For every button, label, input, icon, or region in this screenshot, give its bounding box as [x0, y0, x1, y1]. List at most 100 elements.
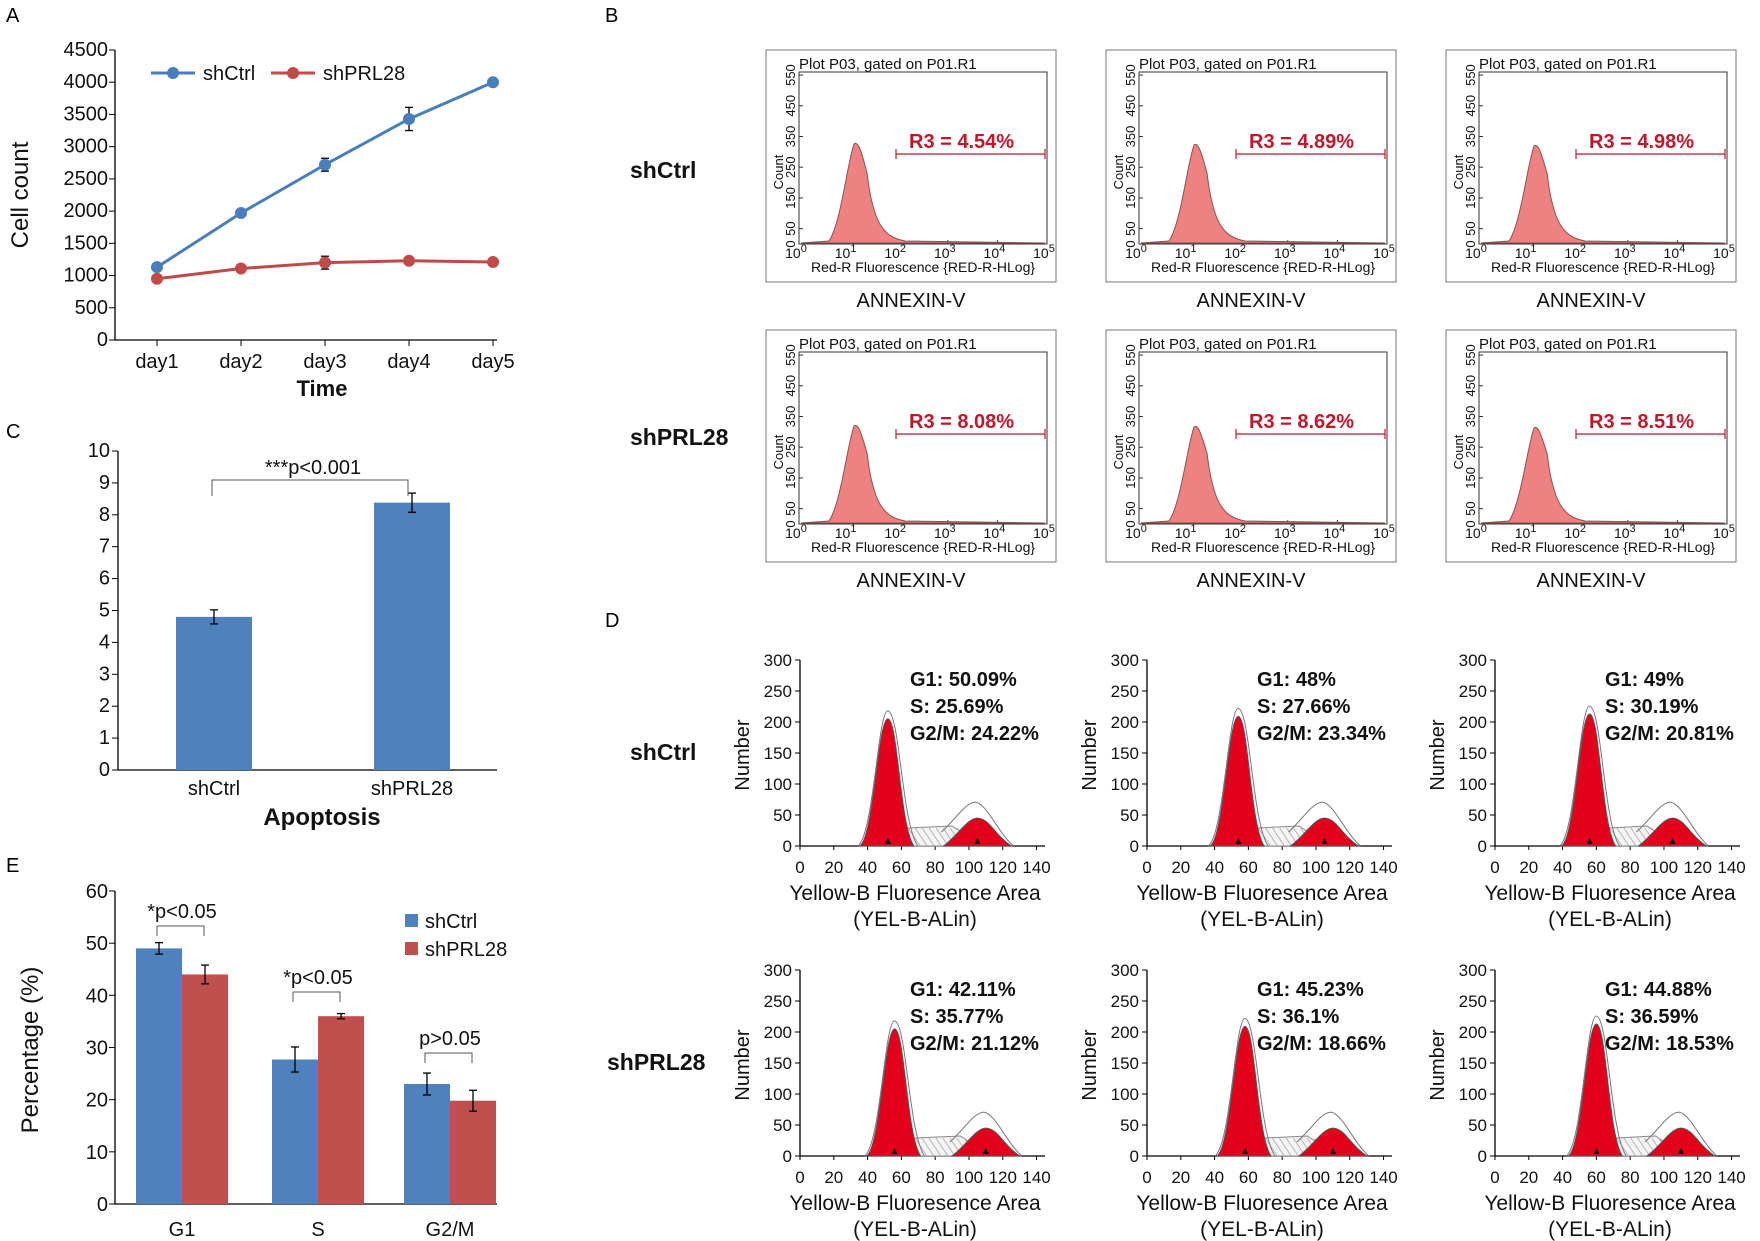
y-tick-label: 250 [764, 992, 792, 1011]
y-tick-label: 0 [783, 837, 792, 856]
x-tick-label: 103 [1614, 243, 1636, 261]
x-tick-exponent: 4 [1679, 523, 1685, 535]
plot-title: Plot P03, gated on P01.R1 [799, 336, 977, 353]
x-tick-label: 103 [1614, 523, 1636, 541]
hatch-line [1616, 1137, 1629, 1157]
x-tick-exponent: 1 [1190, 243, 1196, 255]
x-tick-exponent: 2 [1240, 243, 1246, 255]
x-tick-label: 80 [926, 858, 945, 877]
x-tick-label: 100 [1302, 1168, 1330, 1187]
x-axis-label: Yellow-B Fluoresence Area [1484, 1192, 1736, 1215]
y-tick-label: 2500 [64, 168, 109, 190]
y-tick-label: 250 [1111, 682, 1139, 701]
legend-marker [287, 67, 299, 79]
series-line [156, 80, 494, 269]
y-tick-label: 1000 [64, 265, 109, 287]
y-tick-label: 250 [1123, 156, 1138, 178]
x-tick-base: 10 [1033, 525, 1049, 541]
x-tick-label: 20 [1519, 858, 1538, 877]
y-tick-label: 350 [1123, 126, 1138, 148]
y-tick-label: 150 [1463, 467, 1478, 489]
x-tick-exponent: 0 [1141, 523, 1147, 535]
y-tick-label: 100 [1459, 775, 1487, 794]
x-tick-label: 104 [1324, 243, 1346, 261]
x-tick-label: 0 [795, 1168, 804, 1187]
annexin-histogram-plot: Plot P03, gated on P01.R1050150250350450… [765, 49, 1057, 312]
x-tick-label: 80 [1621, 1168, 1640, 1187]
x-tick-base: 10 [1125, 245, 1141, 261]
y-tick-label: 0 [783, 520, 798, 527]
bar [176, 616, 252, 770]
y-tick-label: 8 [99, 504, 110, 526]
plot-title: Plot P03, gated on P01.R1 [1139, 56, 1317, 73]
x-tick-exponent: 3 [1630, 523, 1636, 535]
x-tick-exponent: 0 [1481, 243, 1487, 255]
y-tick-label: 300 [764, 651, 792, 670]
y-axis-label: Count [1111, 154, 1126, 189]
row-label-shctrl: shCtrl [630, 739, 696, 765]
g2m-peak [941, 817, 1014, 847]
x-tick-base: 10 [884, 245, 900, 261]
data-point [319, 158, 331, 171]
y-tick-label: 200 [1111, 1023, 1139, 1042]
y-tick-label: 250 [783, 156, 798, 178]
plot-area [1478, 351, 1728, 525]
y-axis-label: Number [1079, 719, 1101, 790]
x-tick-label: 80 [1621, 858, 1640, 877]
x-tick-base: 10 [1664, 525, 1680, 541]
y-tick-label: 50 [1463, 501, 1478, 515]
data-point [487, 76, 499, 89]
g2m-percentage: G2/M: 24.22% [910, 723, 1039, 745]
y-tick-label: 550 [1463, 64, 1478, 86]
significance-bracket [211, 479, 409, 496]
x-tick-label: 101 [1175, 523, 1197, 541]
y-tick-label: 50 [1468, 806, 1487, 825]
y-tick-label: 250 [783, 436, 798, 458]
hatch-line [1278, 1137, 1292, 1157]
significance-bracket [156, 925, 205, 936]
g2m-fit-outline [1296, 1111, 1370, 1157]
x-tick-label: 40 [858, 858, 877, 877]
annexin-histogram [1480, 144, 1726, 244]
x-tick-label: 100 [1125, 523, 1147, 541]
x-tick-base: 10 [1515, 245, 1531, 261]
y-tick-label: 200 [764, 1023, 792, 1042]
x-tick-label: 105 [1373, 523, 1395, 541]
x-tick-exponent: 3 [950, 243, 956, 255]
x-tick-label: 60 [1587, 1168, 1606, 1187]
data-point [235, 262, 247, 275]
g1-percentage: G1: 50.09% [910, 669, 1017, 691]
g1-marker [891, 1148, 898, 1154]
annexin-histogram [1140, 143, 1386, 244]
x-axis-label: Yellow-B Fluoresence Area [1136, 1192, 1388, 1215]
s-percentage: S: 35.77% [910, 1006, 1004, 1028]
y-tick-label: 50 [1120, 1116, 1139, 1135]
chart-e-cell-cycle-percentage: 0 10 20 30 40 50 60 G1 *p<0.05 S *p<0.05 G2/M p>0.05… [17, 881, 507, 1241]
x-tick-label: 102 [884, 243, 906, 261]
y-tick-label: 350 [783, 126, 798, 148]
legend-label: shCtrl [203, 63, 255, 85]
data-point [151, 272, 163, 285]
x-tick-label: 0 [1142, 858, 1151, 877]
cell-cycle-histogram-plot: 0 50 100 150 200 250 300 0 20 40 60 80 100 120 140 Numb… [1427, 961, 1746, 1241]
panel-label-e: E [6, 855, 19, 877]
hatch-line [1630, 1137, 1643, 1157]
annexin-histogram [1140, 425, 1386, 524]
g1-fit-outline [1207, 707, 1269, 847]
hatch-line [1609, 827, 1623, 847]
x-tick-label: 120 [989, 1168, 1017, 1187]
chart-a-cell-count: 0 500 1000 1500 2000 2500 3000 3500 4000 4500 day1… [7, 39, 515, 401]
x-tick-exponent: 5 [1729, 523, 1735, 535]
x-tick-label: 100 [1465, 243, 1487, 261]
y-tick-label: 550 [1463, 344, 1478, 366]
y-axis-label: Number [732, 1029, 754, 1100]
y-tick-label: 450 [783, 95, 798, 117]
hatch-line [907, 827, 921, 847]
x-tick-exponent: 4 [1679, 243, 1685, 255]
g1-marker [1235, 838, 1242, 844]
x-tick-base: 10 [785, 525, 801, 541]
plot-title: Plot P03, gated on P01.R1 [799, 56, 977, 73]
plot-title: Plot P03, gated on P01.R1 [1479, 56, 1657, 73]
x-tick-label: 105 [1713, 523, 1735, 541]
g2m-peak [1645, 1127, 1717, 1157]
